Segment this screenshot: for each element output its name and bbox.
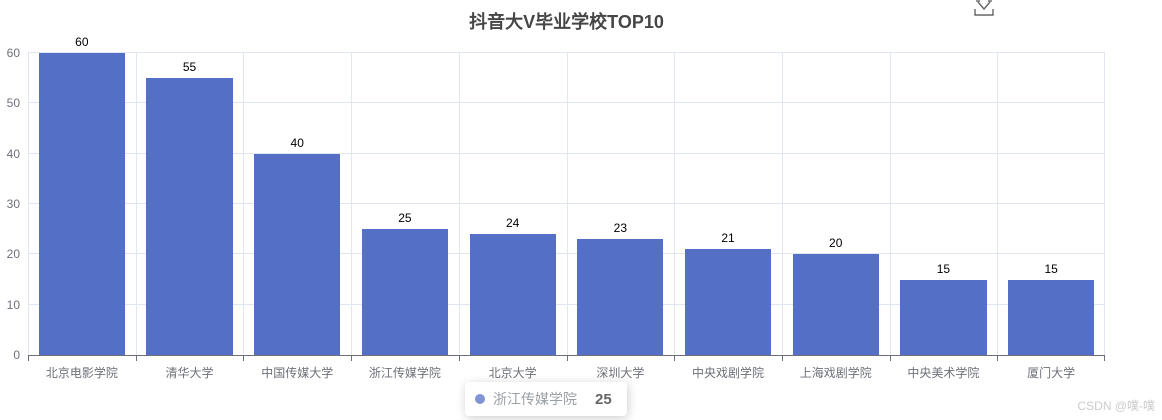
x-axis-label: 北京电影学院 — [45, 366, 118, 380]
tooltip: 浙江传媒学院 25 — [465, 382, 627, 416]
x-axis-label: 中国传媒大学 — [261, 366, 334, 380]
bar[interactable] — [684, 249, 772, 355]
bar-value-label: 15 — [936, 261, 951, 276]
gridline-horizontal — [28, 102, 1105, 104]
bar-value-label: 20 — [829, 236, 843, 251]
bar-value-label: 23 — [613, 221, 628, 236]
gridline-vertical — [890, 53, 891, 355]
x-axis-label: 中央美术学院 — [907, 366, 980, 380]
bar-value-label: 21 — [721, 231, 735, 246]
x-axis-label: 厦门大学 — [1027, 366, 1076, 380]
x-axis-label: 浙江传媒学院 — [368, 366, 441, 380]
bar[interactable] — [577, 239, 664, 355]
bar[interactable] — [1008, 279, 1095, 355]
y-axis-label: 50 — [6, 96, 20, 111]
x-axis-label: 上海戏剧学院 — [799, 366, 872, 380]
gridline-vertical — [997, 53, 998, 355]
y-axis-label: 20 — [6, 247, 20, 262]
bar-value-label: 55 — [182, 60, 197, 75]
bar-value-label: 24 — [505, 216, 520, 231]
gridline-vertical — [459, 53, 460, 355]
gridline-vertical — [28, 53, 29, 355]
bar-value-label: 60 — [75, 35, 89, 49]
bar-value-label: 15 — [1044, 261, 1058, 276]
bar[interactable] — [38, 53, 125, 355]
gridline-horizontal — [28, 52, 1105, 53]
gridline-horizontal — [28, 152, 1105, 154]
gridline-vertical — [351, 53, 352, 355]
x-axis-tick — [890, 356, 891, 361]
x-axis-label: 中央戏剧学院 — [692, 366, 765, 380]
gridline-vertical — [567, 53, 568, 355]
gridline-vertical — [674, 53, 675, 355]
gridline-horizontal — [28, 303, 1105, 305]
tooltip-series-name: 浙江传媒学院 — [493, 391, 577, 407]
tooltip-value: 25 — [595, 390, 612, 408]
x-axis-tick — [674, 356, 675, 361]
chart-title: 抖音大V毕业学校TOP10 — [469, 12, 664, 32]
gridline-horizontal — [28, 203, 1105, 204]
x-axis-tick — [459, 356, 460, 361]
save-as-image-button[interactable] — [971, 0, 997, 19]
gridline-vertical — [136, 53, 137, 355]
download-icon — [974, 0, 994, 16]
x-axis-tick — [1104, 356, 1105, 361]
series-marker-icon — [475, 394, 485, 404]
bar[interactable] — [254, 153, 341, 355]
bar[interactable] — [900, 279, 987, 355]
x-axis-label: 清华大学 — [165, 366, 214, 380]
y-axis-label: 60 — [6, 46, 20, 60]
bar-value-label: 40 — [290, 135, 304, 150]
bar[interactable] — [469, 234, 556, 355]
gridline-vertical — [243, 53, 244, 355]
bar[interactable] — [792, 254, 879, 355]
y-axis-label: 10 — [6, 297, 20, 312]
x-axis-tick — [997, 356, 998, 361]
x-axis-label: 北京大学 — [488, 366, 537, 380]
x-axis-tick — [351, 356, 352, 361]
bar[interactable] — [361, 229, 449, 355]
y-axis-label: 40 — [6, 146, 20, 161]
gridline-vertical — [782, 53, 783, 355]
y-axis-label: 0 — [13, 348, 20, 362]
gridline-horizontal — [28, 253, 1105, 255]
gridline-vertical — [1104, 53, 1105, 355]
y-axis-label: 30 — [6, 197, 20, 211]
x-axis-tick — [136, 356, 137, 361]
bar[interactable] — [146, 78, 233, 355]
x-axis-tick — [28, 356, 29, 361]
x-axis-label: 深圳大学 — [596, 366, 645, 380]
x-axis-tick — [782, 356, 783, 361]
x-axis-tick — [243, 356, 244, 361]
plot-area: 0 10 20 30 40 50 60 60 北京电影学院 55 清华大学 40 中国传媒大学 25 浙江传… — [7, 35, 1105, 380]
watermark: CSDN @噗-噗 — [1077, 399, 1155, 413]
bar-value-label: 25 — [398, 211, 412, 226]
x-axis-tick — [567, 356, 568, 361]
